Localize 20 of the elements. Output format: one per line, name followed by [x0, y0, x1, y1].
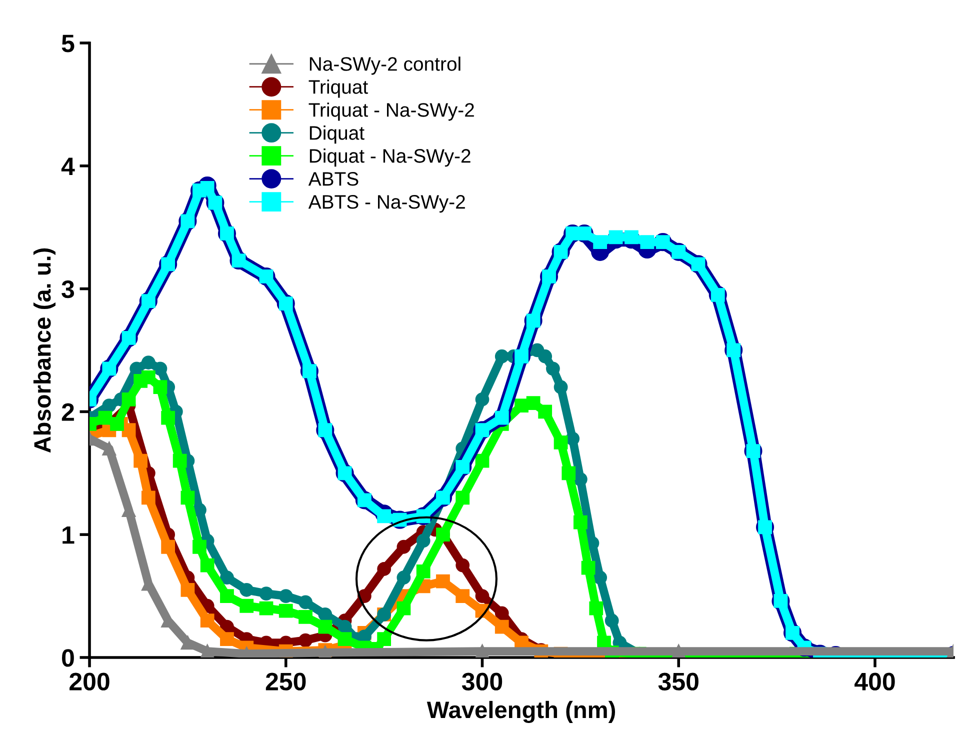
x-tick-label: 400: [854, 672, 895, 690]
y-tick-label: 1: [62, 526, 74, 544]
legend-label: Triquat - Na-SWy-2: [308, 102, 474, 121]
legend-label: ABTS - Na-SWy-2: [308, 195, 465, 213]
x-tick-label: 300: [462, 672, 502, 690]
y-axis-title: Absorbance (a. u.): [33, 248, 56, 453]
legend-label: Na-SWy-2 control: [310, 56, 460, 75]
y-tick-label: 4: [61, 158, 75, 175]
y-tick-label: 2: [62, 403, 74, 421]
y-tick-label: 0: [62, 649, 74, 667]
x-tick-label: 200: [70, 672, 110, 690]
x-axis-title: Wavelength (nm): [426, 700, 616, 724]
legend-label: Diquat - Na-SWy-2: [310, 148, 470, 167]
legend-label: ABTS: [308, 172, 358, 186]
y-tick-label: 3: [62, 280, 74, 298]
x-tick-label: 350: [658, 672, 698, 690]
legend-label: Diquat: [310, 126, 364, 144]
x-tick-label: 250: [266, 672, 306, 690]
y-tick-label: 5: [62, 34, 74, 52]
legend-label: Triquat: [308, 80, 368, 98]
